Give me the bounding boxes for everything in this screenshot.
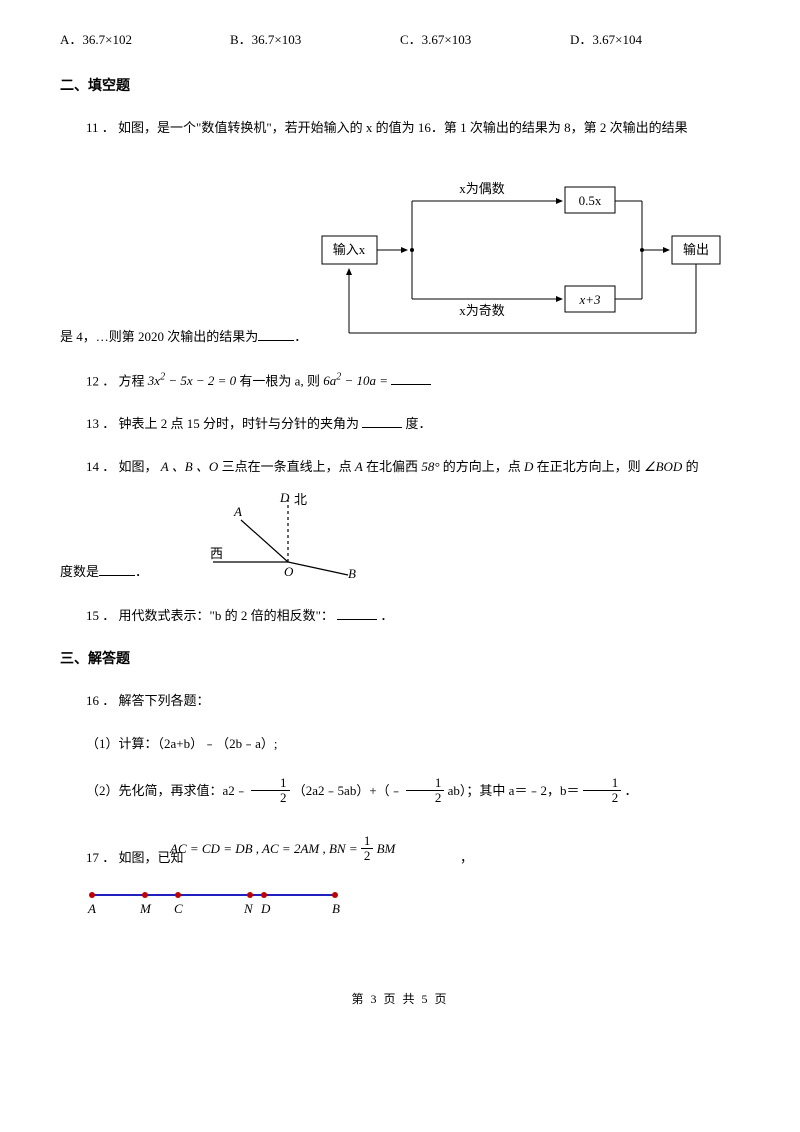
q11-line1: 11 ． 如图，是一个"数值转换机"，若开始输入的 x 的值为 16．第 1 次… [60, 118, 740, 139]
q12-eq2: 6a2 − 10a = [323, 373, 391, 388]
q17-comma: ， [460, 850, 473, 865]
q16-t1: 解答下列各题： [119, 693, 210, 708]
q16-f3d: 2 [583, 791, 622, 805]
q12-blank [391, 371, 431, 385]
angle-diagram: D 北 A 西 O B [198, 490, 368, 587]
q15-num: 15 ． [86, 608, 115, 623]
q14-deg: 58° [421, 459, 439, 474]
q14-num: 14 ． [86, 459, 115, 474]
fc-box1: 0.5x [579, 193, 602, 208]
choice-d: D．3.67×104 [570, 30, 740, 51]
q16-p2b: （2a2﹣5ab）+（﹣ [293, 783, 403, 798]
q11-end: ． [294, 329, 307, 344]
lp-D: D [260, 901, 271, 916]
q17-fn: 1 [361, 834, 374, 849]
ang-B: B [348, 566, 356, 580]
section-2-title: 二、填空题 [60, 76, 740, 98]
q14-row: 度数是 ． D 北 A 西 O B [60, 484, 740, 587]
ang-west: 西 [210, 546, 223, 561]
q16-p2c: ab）；其中 a＝﹣2，b＝ [448, 783, 580, 798]
q16-f3n: 1 [583, 776, 622, 791]
choice-b: B．36.7×103 [230, 30, 400, 51]
fc-box2: x+3 [579, 292, 602, 307]
q16-p2d: ． [624, 783, 637, 798]
fc-output: 输出 [683, 242, 709, 257]
lp-N: N [243, 901, 254, 916]
q14-t5: 在正北方向上，则 [537, 459, 641, 474]
q12-num: 12 ． [86, 373, 115, 388]
ang-A: A [233, 504, 242, 519]
q17-num: 17 ． [86, 850, 115, 865]
ang-north: 北 [294, 492, 307, 507]
flowchart: 输入x x为偶数 0.5x x为奇数 x+3 输出 [307, 161, 740, 348]
q16-f2n: 1 [406, 776, 445, 791]
q12-eq1: 3x2 − 5x − 2 = 0 [148, 373, 236, 388]
q11-num: 11 ． [86, 120, 115, 135]
q14-t4: 的方向上，点 [443, 459, 521, 474]
q14-t7: 度数是 [60, 564, 99, 579]
q17-t1: 如图，已知 [119, 850, 184, 865]
line-diagram: A M C N D B [80, 883, 740, 930]
q13-blank [362, 414, 402, 428]
choices-row: A．36.7×102 B．36.7×103 C．3.67×103 D．3.67×… [60, 30, 740, 51]
q13-t2: 度． [406, 416, 432, 431]
q11-line2: 是 4，…则第 2020 次输出的结果为 ． [60, 327, 307, 348]
q16-p2a: （2）先化简，再求值：a2﹣ [86, 783, 248, 798]
q16-f1d: 2 [251, 791, 290, 805]
q16-p1: （1）计算：（2a+b）﹣（2b﹣a）; [60, 734, 740, 755]
q11-blank [258, 327, 294, 341]
lp-C: C [174, 901, 183, 916]
q16-intro: 16 ． 解答下列各题： [60, 691, 740, 712]
choice-a: A．36.7×102 [60, 30, 230, 51]
q14: 14 ． 如图， A 、B 、O 三点在一条直线上，点 A 在北偏西 58° 的… [60, 457, 740, 478]
lp-A: A [87, 901, 96, 916]
q11-figure-row: 是 4，…则第 2020 次输出的结果为 ． 输入x x为偶数 0.5x [60, 161, 740, 348]
q11-text2: 是 4，…则第 2020 次输出的结果为 [60, 329, 258, 344]
q14-a: A [355, 459, 363, 474]
choice-c: C．3.67×103 [400, 30, 570, 51]
q14-t6: 的 [686, 459, 699, 474]
q14-t2: 三点在一条直线上，点 [222, 459, 352, 474]
q16-num: 16 ． [86, 693, 115, 708]
q17-fd: 2 [361, 849, 374, 863]
q14-line2: 度数是 ． [60, 562, 148, 587]
section-3-title: 三、解答题 [60, 649, 740, 671]
q14-t8: ． [135, 564, 148, 579]
q14-abo: A 、B 、O [161, 459, 219, 474]
q12-p1: 方程 [119, 373, 145, 388]
q12: 12 ． 方程 3x2 − 5x − 2 = 0 有一根为 a, 则 6a2 −… [60, 370, 740, 392]
q14-t3: 在北偏西 [366, 459, 418, 474]
q13-t1: 钟表上 2 点 15 分时，时针与分针的夹角为 [119, 416, 360, 431]
lp-B: B [332, 901, 340, 916]
page-footer: 第 3 页 共 5 页 [60, 990, 740, 1009]
q13: 13 ． 钟表上 2 点 15 分时，时针与分针的夹角为 度． [60, 414, 740, 435]
q12-p2: 有一根为 a, 则 [239, 373, 320, 388]
q14-ang: ∠BOD [644, 459, 682, 474]
q17: AC = CD = DB , AC = 2AM , BN = 12 BM 17 … [60, 835, 740, 869]
q14-blank [99, 562, 135, 576]
q13-num: 13 ． [86, 416, 115, 431]
lp-M: M [139, 901, 152, 916]
q14-t1: 如图， [119, 459, 158, 474]
q15-blank [337, 606, 377, 620]
q15-t2: ． [380, 608, 393, 623]
fc-input: 输入x [333, 242, 366, 257]
q16-f2d: 2 [406, 791, 445, 805]
q15: 15 ． 用代数式表示："b 的 2 倍的相反数"： ． [60, 606, 740, 627]
ang-D: D [279, 490, 290, 505]
fc-even: x为偶数 [460, 181, 506, 196]
q14-d: D [524, 459, 533, 474]
q16-p2: （2）先化简，再求值：a2﹣ 12 （2a2﹣5ab）+（﹣ 12 ab）；其中… [60, 777, 740, 807]
fc-odd: x为奇数 [460, 303, 506, 318]
q15-t1: 用代数式表示："b 的 2 倍的相反数"： [119, 608, 334, 623]
q11-text1: 如图，是一个"数值转换机"，若开始输入的 x 的值为 16．第 1 次输出的结果… [118, 120, 688, 135]
q16-f1n: 1 [251, 776, 290, 791]
ang-O: O [284, 564, 294, 579]
